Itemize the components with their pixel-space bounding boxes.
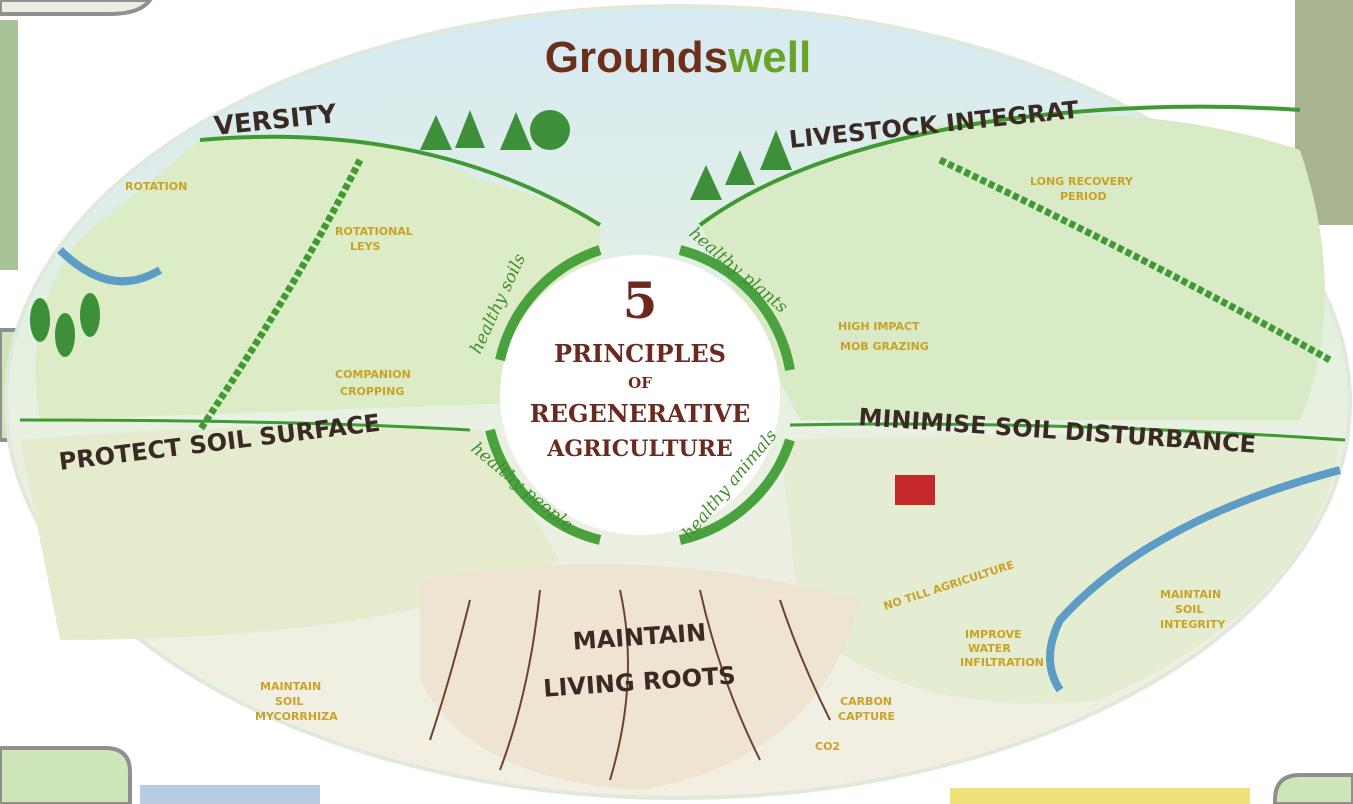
note: LONG RECOVERY (1030, 175, 1134, 188)
photo (950, 788, 1250, 804)
tractor (895, 475, 935, 505)
title-accent: well (727, 33, 811, 82)
note: IMPROVE (965, 628, 1022, 641)
note: ROTATION (125, 180, 187, 193)
page: 5 PRINCIPLES OF REGENERATIVE AGRICULTURE… (0, 0, 1353, 804)
frame (0, 748, 130, 804)
note: PERIOD (1060, 190, 1107, 203)
photo (0, 20, 18, 270)
infographic: 5 PRINCIPLES OF REGENERATIVE AGRICULTURE… (0, 0, 1353, 804)
note: SOIL (1175, 603, 1203, 616)
center-text: OF (628, 374, 652, 392)
title-brand: Grounds (545, 33, 728, 82)
note: INFILTRATION (960, 656, 1044, 669)
center-text: REGENERATIVE (530, 399, 751, 428)
frame (0, 0, 150, 14)
frame (1275, 775, 1353, 804)
title: Groundswell (545, 33, 811, 82)
note: CAPTURE (838, 710, 895, 723)
note: ROTATIONAL (335, 225, 413, 238)
note: INTEGRITY (1160, 618, 1226, 631)
note: MYCORRHIZA (255, 710, 338, 723)
note: MAINTAIN (260, 680, 321, 693)
note: MAINTAIN (1160, 588, 1221, 601)
note: CARBON (840, 695, 892, 708)
center-text: PRINCIPLES (554, 339, 726, 368)
note: COMPANION (335, 368, 411, 381)
field (780, 435, 1340, 703)
note: SOIL (275, 695, 303, 708)
center-number: 5 (623, 271, 658, 330)
center-text: AGRICULTURE (546, 436, 732, 462)
photo (140, 785, 320, 804)
note: CROPPING (340, 385, 404, 398)
note: HIGH IMPACT (838, 320, 920, 333)
note: MOB GRAZING (840, 340, 929, 353)
note: WATER (968, 642, 1011, 655)
note: LEYS (350, 240, 380, 253)
note: CO2 (815, 740, 840, 753)
